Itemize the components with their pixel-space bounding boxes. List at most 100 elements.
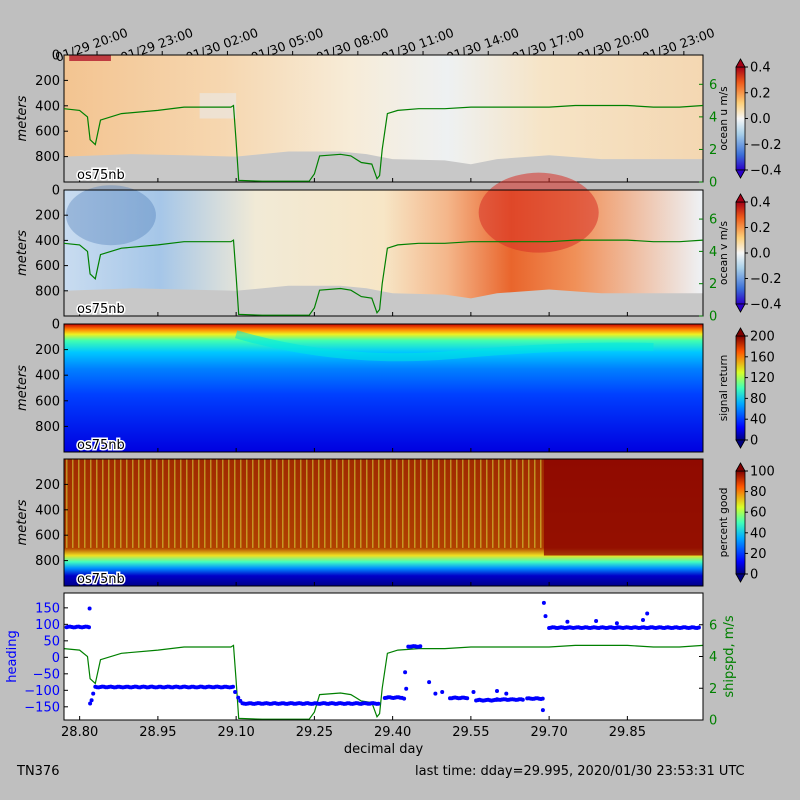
depth-tick-label: 600 <box>35 125 60 140</box>
decimal-day-tick-label: 29.25 <box>296 725 333 740</box>
ocean-v-panel: 0 200 400 600 800 meters os75nb 0 2 4 6 0.4 0.2 0.0 −0… <box>15 172 782 325</box>
colorbar-tick-label: 160 <box>750 350 775 365</box>
colorbar-tick-label: 0.4 <box>750 61 771 76</box>
decimal-day-tick-label: 29.55 <box>452 725 489 740</box>
heading-point <box>427 680 432 685</box>
heading-point <box>471 690 476 694</box>
panel-frame <box>63 323 704 453</box>
velocity-field <box>64 55 703 165</box>
heading-point <box>541 600 546 605</box>
instrument-label: os75nb <box>77 438 125 453</box>
heading-point <box>465 696 470 701</box>
heading-point <box>231 684 235 689</box>
colorbar-tick-label: 80 <box>750 392 767 407</box>
instrument-label: os75nb <box>77 302 125 317</box>
heading-point <box>433 691 438 696</box>
heading-point <box>540 708 545 713</box>
heading-point <box>418 644 423 649</box>
colorbar-tick-label: 60 <box>750 506 767 521</box>
depth-tick-label: 600 <box>35 529 60 544</box>
heading-point <box>376 701 381 706</box>
shipspd-tick-label: 0 <box>709 176 717 191</box>
shipspd-line <box>63 104 704 182</box>
heading-point <box>504 691 509 696</box>
panel-frame <box>63 189 704 317</box>
heading-point <box>645 611 650 616</box>
colorbar-tick-label: 0.2 <box>750 86 771 101</box>
colorbar-tick-label: 200 <box>750 330 775 345</box>
colorbar-label: percent good <box>718 488 730 558</box>
colorbar-extend-top <box>735 193 746 203</box>
shipspd-tick-label: 0 <box>709 310 717 325</box>
shipspd-tick-label: 4 <box>709 245 717 260</box>
colorbar-tick-label: 20 <box>750 547 767 562</box>
decimal-day-tick-label: 29.85 <box>609 725 646 740</box>
heading-point <box>87 625 91 630</box>
heading-tick-label: −100 <box>24 684 60 699</box>
depth-tick-label: 0 <box>52 318 60 333</box>
depth-tick-label: 800 <box>35 554 60 569</box>
percent-good-panel: 200400600800metersos75nb100806040200perc… <box>15 458 775 589</box>
heading-tick-label: 0 <box>52 651 60 666</box>
shipspd-tick-label: 6 <box>709 213 717 228</box>
colorbar-label: ocean u m/s <box>718 86 730 150</box>
decimal-day-tick-label: 29.40 <box>374 725 411 740</box>
heading-point <box>87 606 92 611</box>
cruise-id: TN376 <box>17 764 60 779</box>
colorbar-tick-label: −0.2 <box>750 272 782 287</box>
colorbar-tick-label: 120 <box>750 371 775 386</box>
depth-tick-label: 400 <box>35 503 60 518</box>
shipspd-tick-label: 2 <box>709 682 717 697</box>
decimal-day-axis-label: decimal day <box>344 742 424 757</box>
plot-background <box>64 593 703 720</box>
shipspd-line <box>63 239 704 316</box>
heading-point <box>543 614 548 619</box>
colorbar-extend-bottom <box>735 169 746 179</box>
colorbar-extend-top <box>735 327 746 337</box>
heading-tick-label: −150 <box>24 700 60 715</box>
instrument-label: os75nb <box>77 168 125 183</box>
negative-flow-core <box>65 185 156 246</box>
heading-point <box>233 690 238 694</box>
depth-axis-label: meters <box>15 95 30 141</box>
heading-point <box>402 696 407 701</box>
colorbar-label: ocean v m/s <box>718 221 730 285</box>
surface-jet <box>69 55 111 61</box>
depth-tick-label: 800 <box>35 150 60 165</box>
colorbar <box>735 201 746 305</box>
depth-tick-label: 200 <box>35 74 60 89</box>
colorbar-tick-label: 0.0 <box>750 112 771 127</box>
panel-frame <box>63 458 704 587</box>
heading-point <box>614 621 619 626</box>
shipspd-tick-label: 2 <box>709 277 717 292</box>
colorbar-tick-label: 80 <box>750 485 767 500</box>
depth-tick-label: 200 <box>35 343 60 358</box>
heading-tick-label: 100 <box>35 618 60 633</box>
depth-axis-label: meters <box>15 499 30 545</box>
depth-axis-label: meters <box>15 230 30 276</box>
depth-tick-label: 0 <box>52 49 60 64</box>
shipspd-tick-label: 2 <box>709 143 717 158</box>
heading-point <box>91 691 96 696</box>
heading-point <box>238 698 243 703</box>
shipspd-tick-label: 4 <box>709 650 717 665</box>
heading-point <box>641 618 645 622</box>
heading-tick-label: −50 <box>33 667 60 682</box>
heading-point <box>236 695 241 700</box>
heading-tick-label: 150 <box>35 601 60 616</box>
panel-frame <box>63 54 704 183</box>
colorbar-extend-top <box>735 462 746 472</box>
colorbar <box>735 335 746 441</box>
colorbar-tick-label: −0.4 <box>750 298 782 313</box>
decimal-day-tick-label: 29.70 <box>531 725 568 740</box>
colorbar-extend-bottom <box>735 439 746 449</box>
depth-tick-label: 0 <box>52 184 60 199</box>
depth-axis-label: meters <box>15 365 30 411</box>
heading-point <box>594 619 599 623</box>
instrument-label: os75nb <box>77 572 125 587</box>
heading-point <box>520 697 525 702</box>
depth-tick-label: 400 <box>35 234 60 249</box>
scattering-layer <box>235 330 654 362</box>
colorbar <box>735 66 746 171</box>
depth-tick-label: 200 <box>35 478 60 493</box>
